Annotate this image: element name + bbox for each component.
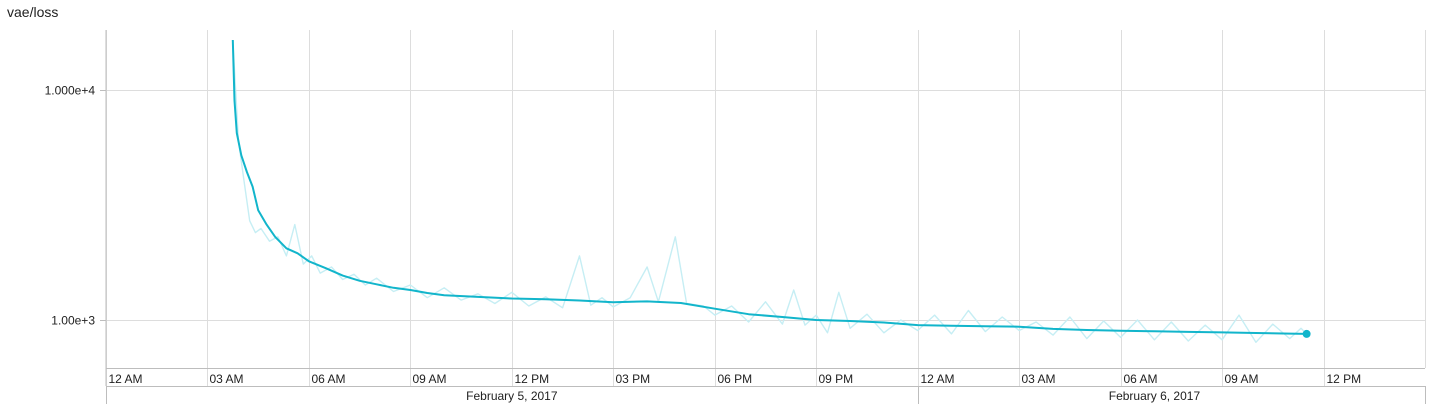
x-tick-label: 06 AM <box>1124 372 1158 386</box>
x-tick-label: 09 PM <box>819 372 854 386</box>
date-labels: February 5, 2017 February 6, 2017 <box>466 389 1200 403</box>
y-tick-label: 1.00e+3 <box>51 314 95 328</box>
x-tick-label: 12 PM <box>1327 372 1362 386</box>
series-lines <box>231 39 1311 343</box>
date-label: February 5, 2017 <box>466 389 558 403</box>
x-tick-label: 06 PM <box>718 372 753 386</box>
x-tick-label: 09 AM <box>1225 372 1259 386</box>
chart-title: vae/loss <box>7 4 59 20</box>
axes <box>100 30 1426 404</box>
smoothed-loss-line <box>231 39 1307 335</box>
y-tick-labels: 1.000e+4 1.00e+3 <box>45 84 96 328</box>
x-tick-labels: 12 AM 03 AM 06 AM 09 AM 12 PM 03 PM 06 PM 09 PM… <box>109 372 1362 386</box>
y-tick-label: 1.000e+4 <box>45 84 96 98</box>
last-point-marker <box>1302 329 1311 338</box>
x-tick-label: 12 AM <box>109 372 143 386</box>
x-tick-label: 12 PM <box>515 372 550 386</box>
x-tick-label: 06 AM <box>312 372 346 386</box>
x-tick-label: 09 AM <box>413 372 447 386</box>
x-tick-label: 03 PM <box>616 372 651 386</box>
date-label: February 6, 2017 <box>1109 389 1201 403</box>
x-tick-label: 12 AM <box>921 372 955 386</box>
raw-loss-line <box>232 39 1308 343</box>
x-tick-label: 03 AM <box>1022 372 1056 386</box>
x-tick-label: 03 AM <box>210 372 244 386</box>
